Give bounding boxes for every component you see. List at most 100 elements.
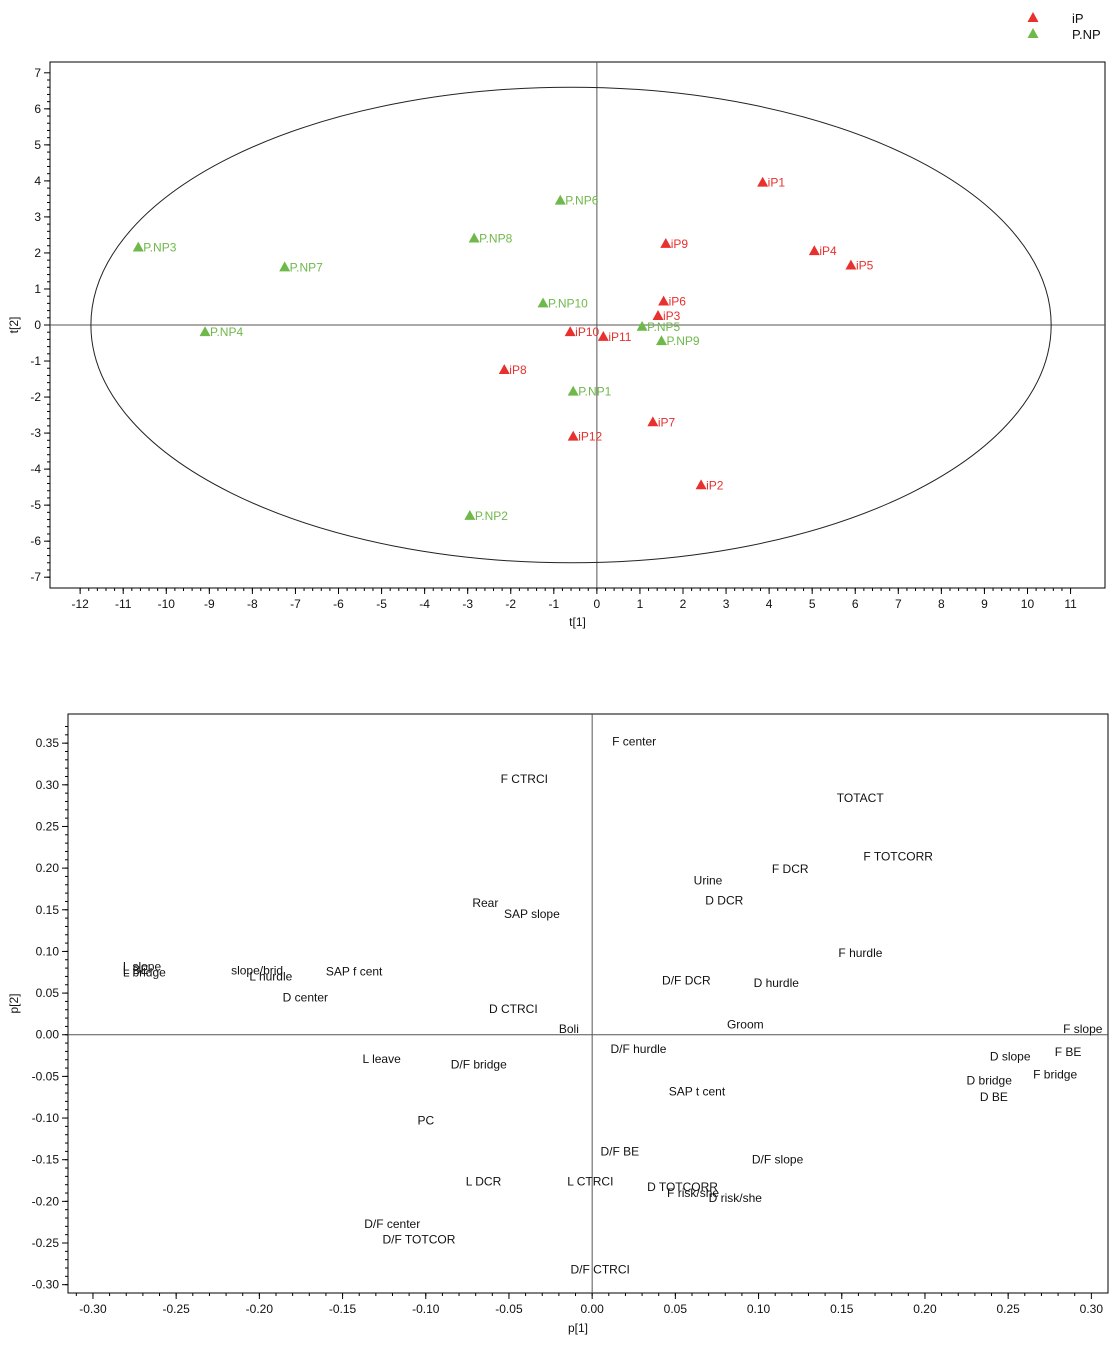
loading-y-axis-label: p[2] (7, 993, 21, 1013)
score-y-tick-label: -1 (30, 354, 41, 368)
score-y-tick-label: 6 (34, 102, 41, 116)
loading-label-d-risk-she: D risk/she (709, 1191, 763, 1205)
score-x-tick-label: 2 (680, 597, 687, 611)
loading-label-boli: Boli (559, 1022, 579, 1036)
score-y-tick-label: -3 (30, 426, 41, 440)
loading-y-tick-label: 0.25 (36, 819, 60, 833)
loading-label-d-f-totcor: D/F TOTCOR (382, 1233, 455, 1247)
score-y-tick-label: -2 (30, 390, 41, 404)
point-ip9 (660, 237, 672, 248)
point-label-ip5: iP5 (856, 259, 874, 273)
score-x-tick-label: -9 (204, 597, 215, 611)
loading-y-tick-label: 0.20 (36, 861, 60, 875)
score-x-tick-label: 7 (895, 597, 902, 611)
point-p-np6 (554, 194, 566, 205)
loading-label-f-risk-she: F risk/she (667, 1186, 719, 1200)
score-y-axis-label: t[2] (7, 317, 21, 334)
point-label-p-np2: P.NP2 (475, 509, 508, 523)
loading-label-f-slope: F slope (1063, 1022, 1103, 1036)
loading-y-tick-label: 0.10 (36, 944, 60, 958)
point-label-ip12: iP12 (578, 430, 602, 444)
loading-label-l-leave: L leave (363, 1052, 402, 1066)
loading-label-l-ctrci: L CTRCI (567, 1174, 613, 1188)
point-p-np4 (199, 326, 211, 337)
point-p-np8 (468, 232, 480, 243)
point-label-ip9: iP9 (671, 237, 689, 251)
loading-x-tick-label: 0.00 (580, 1302, 604, 1316)
loading-label-d-hurdle: D hurdle (754, 976, 800, 990)
score-y-tick-label: 0 (34, 318, 41, 332)
point-ip1 (757, 176, 769, 187)
point-p-np9 (655, 335, 667, 346)
score-x-tick-label: -10 (158, 597, 176, 611)
point-label-ip6: iP6 (669, 295, 687, 309)
point-label-ip11: iP11 (608, 330, 631, 344)
score-x-tick-label: -1 (548, 597, 559, 611)
score-x-tick-label: -6 (333, 597, 344, 611)
point-p-np5 (636, 320, 648, 331)
loading-label-l-slope: L slope (123, 959, 162, 973)
point-label-p-np7: P.NP7 (290, 260, 323, 274)
loading-label-d-center: D center (283, 990, 328, 1004)
loading-label-d-be: D BE (980, 1090, 1008, 1104)
point-label-ip4: iP4 (819, 244, 837, 258)
loading-x-tick-label: 0.30 (1080, 1302, 1104, 1316)
score-y-tick-label: -5 (30, 498, 41, 512)
loading-label-urine: Urine (694, 874, 723, 888)
point-p-np2 (464, 510, 476, 520)
loading-x-axis-label: p[1] (568, 1321, 588, 1335)
point-ip12 (567, 430, 579, 441)
point-ip8 (498, 364, 510, 374)
loading-y-tick-label: -0.20 (32, 1194, 60, 1208)
point-label-p-np5: P.NP5 (647, 320, 680, 334)
loading-label-f-center: F center (612, 734, 656, 748)
loading-y-tick-label: -0.10 (32, 1111, 60, 1125)
score-x-tick-label: 4 (766, 597, 773, 611)
score-y-tick-label: -7 (30, 570, 41, 584)
score-x-tick-label: 1 (637, 597, 644, 611)
score-x-tick-label: -12 (71, 597, 89, 611)
loading-y-tick-label: 0.15 (36, 903, 60, 917)
score-x-tick-label: -8 (247, 597, 258, 611)
loading-label-pc: PC (417, 1114, 434, 1128)
loading-x-tick-label: 0.10 (747, 1302, 771, 1316)
point-p-np10 (537, 297, 549, 308)
loading-label-l-dcr: L DCR (466, 1174, 502, 1188)
score-x-tick-label: -4 (419, 597, 430, 611)
loading-label-f-ctrci: F CTRCI (501, 772, 548, 786)
score-x-tick-label: -7 (290, 597, 301, 611)
score-y-tick-label: 5 (34, 138, 41, 152)
loading-label-d-dcr: D DCR (705, 894, 743, 908)
loading-label-d-f-ctrci: D/F CTRCI (571, 1263, 630, 1277)
point-ip7 (647, 416, 659, 427)
point-label-ip1: iP1 (768, 176, 786, 190)
score-x-tick-label: 6 (852, 597, 859, 611)
score-x-tick-label: 8 (938, 597, 945, 611)
score-x-tick-label: -3 (462, 597, 473, 611)
loading-x-tick-label: -0.25 (162, 1302, 190, 1316)
loading-label-sap-slope: SAP slope (504, 907, 560, 921)
loading-label-totact: TOTACT (837, 791, 885, 805)
point-label-p-np10: P.NP10 (548, 296, 588, 310)
point-ip6 (658, 295, 670, 306)
point-ip11 (597, 330, 609, 341)
score-y-tick-label: 2 (34, 246, 41, 260)
point-label-ip2: iP2 (706, 478, 724, 492)
point-label-p-np3: P.NP3 (143, 241, 176, 255)
point-p-np7 (279, 261, 291, 272)
loading-label-sap-f-cent: SAP f cent (326, 964, 383, 978)
loading-label-d-f-hurdle: D/F hurdle (610, 1042, 666, 1056)
point-p-np3 (132, 241, 144, 252)
point-label-p-np6: P.NP6 (565, 194, 598, 208)
loading-label-d-f-dcr: D/F DCR (662, 974, 711, 988)
hotelling-ellipse (90, 86, 1052, 564)
loading-label-l-hurdle: L hurdle (249, 969, 292, 983)
loading-x-tick-label: 0.25 (996, 1302, 1020, 1316)
point-label-p-np9: P.NP9 (666, 334, 699, 348)
loading-label-d-ctrci: D CTRCI (489, 1002, 538, 1016)
score-x-tick-label: -5 (376, 597, 387, 611)
point-ip4 (808, 245, 820, 256)
score-x-tick-label: 0 (594, 597, 601, 611)
score-y-tick-label: 3 (34, 210, 41, 224)
loading-x-tick-label: 0.05 (664, 1302, 688, 1316)
